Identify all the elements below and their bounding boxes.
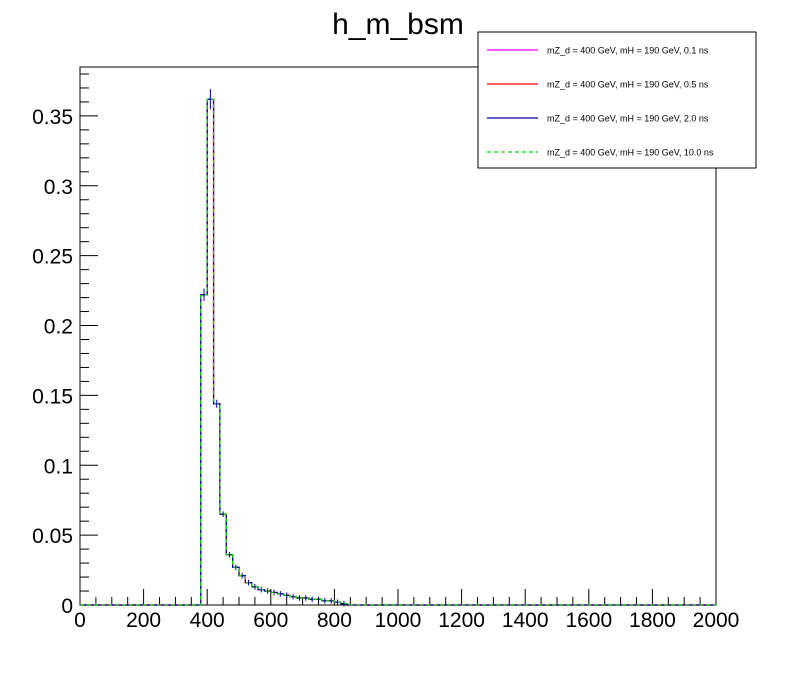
y-tick-label: 0.25: [32, 246, 73, 269]
x-tick-label: 1400: [502, 609, 549, 632]
y-tick-label: 0.3: [44, 176, 73, 199]
x-tick-label: 200: [126, 609, 161, 632]
histogram-series-3: [80, 98, 716, 606]
y-tick-label: 0.2: [44, 316, 73, 339]
x-tick-label: 2000: [693, 609, 740, 632]
legend-box: [477, 31, 757, 169]
y-axis: 0 0.05 0.1 0.15 0.2 0.25 0.3 0.35: [32, 73, 98, 618]
x-tick-label: 1800: [629, 609, 676, 632]
x-axis: 0 200 400 600 800 1000 1200 1400 1600 1800 2000: [74, 589, 739, 632]
x-tick-label: 800: [317, 609, 352, 632]
legend-label: mZ_d = 400 GeV, mH = 190 GeV, 0.5 ns: [547, 80, 709, 90]
y-tick-label: 0.1: [44, 455, 73, 478]
chart-title: h_m_bsm: [332, 8, 464, 41]
x-tick-label: 1200: [438, 609, 485, 632]
y-tick-label: 0.05: [32, 525, 73, 548]
legend: mZ_d = 400 GeV, mH = 190 GeV, 0.1 ns mZ_d…: [477, 31, 757, 169]
legend-label: mZ_d = 400 GeV, mH = 190 GeV, 2.0 ns: [547, 114, 709, 124]
histogram-series-layer: [80, 89, 716, 607]
x-tick-label: 400: [190, 609, 225, 632]
legend-label: mZ_d = 400 GeV, mH = 190 GeV, 10.0 ns: [547, 148, 714, 158]
x-tick-label: 600: [253, 609, 288, 632]
y-tick-label: 0.15: [32, 385, 73, 408]
y-tick-label: 0: [61, 595, 73, 618]
y-tick-label: 0.35: [32, 106, 73, 129]
legend-entries: mZ_d = 400 GeV, mH = 190 GeV, 0.1 ns mZ_d…: [487, 46, 714, 158]
x-tick-label: 1000: [375, 609, 422, 632]
x-tick-label: 1600: [565, 609, 612, 632]
legend-label: mZ_d = 400 GeV, mH = 190 GeV, 0.1 ns: [547, 46, 709, 56]
x-tick-label: 0: [74, 609, 86, 632]
